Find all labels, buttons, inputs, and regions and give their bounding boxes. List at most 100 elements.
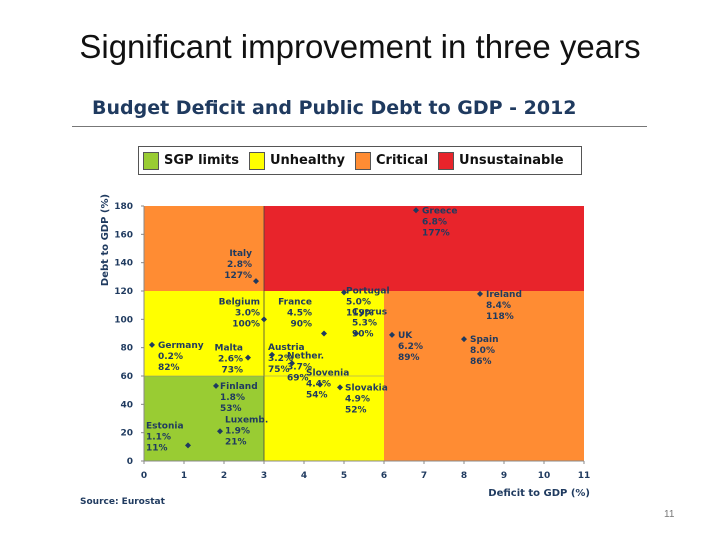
- point-cyprus: Cyprus 5.3% 90%: [352, 308, 387, 340]
- point-germany: Germany 0.2% 82%: [149, 341, 204, 373]
- point-label-line: 3.0%: [235, 308, 260, 318]
- point-marker: [317, 381, 323, 388]
- point-marker: [217, 428, 223, 435]
- point-label-line: Malta: [215, 344, 244, 354]
- x-tick-label: 1: [181, 471, 187, 481]
- point-marker: [461, 336, 467, 343]
- x-tick-label: 8: [461, 471, 467, 481]
- point-marker: [389, 331, 395, 338]
- point-label: Slovenia 4.4% 54%: [306, 369, 349, 401]
- point-portugal: Portugal 5.0% 119%: [341, 286, 390, 318]
- point-label-line: Greece: [422, 206, 457, 216]
- point-label-line: 53%: [220, 404, 242, 414]
- point-label: Belgium 3.0% 100%: [219, 297, 260, 329]
- point-label: Austria 3.2% 75%: [268, 343, 305, 375]
- point-france: France 4.5% 90%: [278, 298, 327, 337]
- x-tick-label: 2: [221, 471, 227, 481]
- point-label-line: 89%: [398, 353, 420, 363]
- legend-swatch-critical: [355, 151, 372, 170]
- y-tick-label: 40: [120, 400, 133, 410]
- point-marker: [353, 330, 359, 337]
- point-label-line: 1.8%: [220, 393, 245, 403]
- legend-item-unsustainable: Unsustainable: [438, 151, 564, 170]
- point-label-line: 4.9%: [345, 394, 370, 404]
- point-label-line: 75%: [268, 365, 290, 375]
- x-tick-label: 3: [261, 471, 267, 481]
- point-label-line: Finland: [220, 382, 258, 392]
- point-label: Cyprus 5.3% 90%: [352, 308, 387, 340]
- point-label-line: UK: [398, 331, 413, 341]
- point-label-line: Luxemb.: [225, 415, 268, 425]
- point-label-line: 11%: [146, 443, 168, 453]
- point-marker: [341, 289, 347, 296]
- point-label-line: Belgium: [219, 297, 260, 307]
- y-axis-label: Debt to GDP (%): [100, 194, 111, 286]
- point-label-line: Cyprus: [352, 308, 387, 318]
- legend-item-sgp-limits: SGP limits: [143, 151, 239, 170]
- point-label-line: 4.5%: [287, 309, 312, 319]
- legend-item-unhealthy: Unhealthy: [248, 151, 345, 170]
- point-label: Greece 6.8% 177%: [422, 206, 457, 238]
- zone-sgp-limits: [144, 376, 264, 461]
- point-label: Spain 8.0% 86%: [470, 335, 499, 367]
- x-tick-label: 6: [381, 471, 387, 481]
- y-tick-label: 160: [114, 230, 133, 240]
- slide-title: Significant improvement in three years: [79, 28, 641, 65]
- legend-label-critical: Critical: [376, 153, 429, 168]
- point-label-line: 6.2%: [398, 342, 423, 352]
- point-label-line: Spain: [470, 335, 499, 345]
- point-marker: [337, 384, 343, 391]
- point-marker: [149, 341, 155, 348]
- y-tick-label: 180: [114, 202, 133, 212]
- point-marker: [185, 442, 191, 449]
- point-label-line: 54%: [306, 391, 328, 401]
- point-label-line: 8.4%: [486, 301, 511, 311]
- page-number: 11: [664, 509, 675, 520]
- point-label: Portugal 5.0% 119%: [346, 286, 390, 318]
- point-label-line: 4.4%: [306, 380, 331, 390]
- point-label: Ireland 8.4% 118%: [486, 290, 522, 322]
- legend-swatch-sgp-limits: [143, 151, 159, 170]
- point-belgium: Belgium 3.0% 100%: [219, 297, 267, 329]
- y-tick-label: 100: [114, 315, 133, 325]
- x-tick-label: 11: [578, 471, 591, 481]
- point-label-line: 119%: [346, 308, 374, 318]
- point-label-line: 0.2%: [158, 352, 183, 362]
- point-label-line: 82%: [158, 363, 180, 373]
- point-ireland: Ireland 8.4% 118%: [477, 290, 522, 322]
- point-label-line: 1.9%: [225, 426, 250, 436]
- x-tick-label: 4: [301, 471, 307, 481]
- point-greece: Greece 6.8% 177%: [413, 206, 457, 238]
- legend-swatch-unsustainable: [438, 151, 455, 170]
- y-tick-label: 80: [120, 344, 133, 354]
- point-label-line: Portugal: [346, 286, 390, 296]
- chart-title: Budget Deficit and Public Debt to GDP - …: [92, 97, 577, 119]
- axes-layer: 0 1 2 3 4 5 6 7 8 9 10 11020406080100120140160180De…: [100, 194, 590, 499]
- point-label-line: Italy: [229, 249, 252, 259]
- point-uk: UK 6.2% 89%: [389, 331, 423, 363]
- point-label-line: 100%: [232, 319, 260, 329]
- point-label-line: 127%: [224, 271, 252, 281]
- point-label-line: Slovenia: [306, 369, 349, 379]
- point-label-line: 90%: [352, 330, 374, 340]
- x-tick-label: 10: [538, 471, 551, 481]
- y-tick-label: 20: [120, 429, 133, 439]
- point-label: UK 6.2% 89%: [398, 331, 423, 363]
- point-marker: [253, 278, 259, 285]
- point-spain: Spain 8.0% 86%: [461, 335, 499, 367]
- point-label-line: 177%: [422, 228, 450, 238]
- point-label: Estonia 1.1% 11%: [146, 421, 184, 453]
- point-label-line: 90%: [290, 320, 312, 330]
- point-label: Nether. 3.7% 69%: [287, 351, 324, 383]
- x-tick-label: 5: [341, 471, 347, 481]
- point-marker: [269, 351, 275, 358]
- point-label-line: 8.0%: [470, 346, 495, 356]
- zones-layer: [144, 206, 584, 461]
- title-rule: [72, 126, 647, 127]
- point-marker: [413, 207, 419, 214]
- legend-label-unsustainable: Unsustainable: [459, 153, 564, 168]
- point-label-line: 1.1%: [146, 432, 171, 442]
- point-label-line: Slovakia: [345, 383, 388, 393]
- source-note: Source: Eurostat: [80, 497, 165, 507]
